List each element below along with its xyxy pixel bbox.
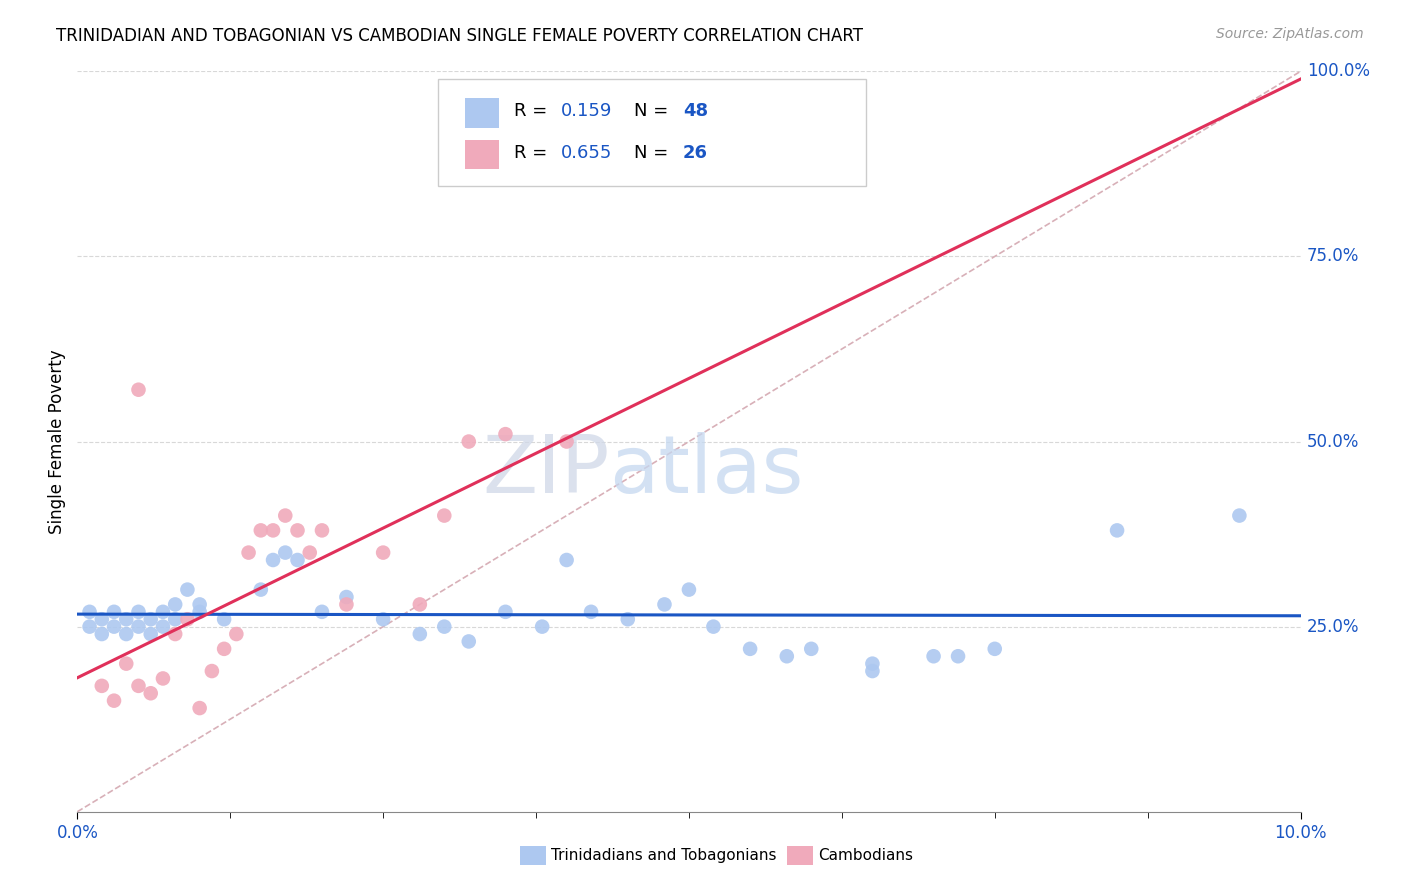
- Point: [250, 524, 273, 538]
- Text: 25.0%: 25.0%: [1306, 617, 1360, 636]
- Point: [495, 605, 517, 619]
- Text: Trinidadians and Tobagonians: Trinidadians and Tobagonians: [551, 848, 776, 863]
- Point: [862, 664, 884, 678]
- Point: [800, 641, 823, 656]
- Point: [139, 627, 162, 641]
- Point: [702, 619, 724, 633]
- Point: [433, 508, 456, 523]
- Point: [457, 434, 479, 449]
- Point: [188, 701, 211, 715]
- Point: [274, 508, 297, 523]
- Text: 75.0%: 75.0%: [1306, 247, 1360, 266]
- Point: [555, 553, 578, 567]
- Point: [127, 619, 149, 633]
- Point: [212, 612, 235, 626]
- Point: [371, 612, 394, 626]
- Point: [287, 553, 309, 567]
- Point: [274, 546, 297, 560]
- Point: [165, 612, 187, 626]
- Point: [212, 641, 235, 656]
- Point: [79, 619, 101, 633]
- Text: N =: N =: [634, 103, 673, 120]
- Point: [1229, 508, 1251, 523]
- FancyBboxPatch shape: [439, 78, 866, 186]
- Point: [531, 619, 554, 633]
- Point: [678, 582, 700, 597]
- Point: [103, 619, 125, 633]
- Point: [1107, 524, 1129, 538]
- Point: [335, 598, 357, 612]
- Point: [188, 605, 211, 619]
- Point: [654, 598, 676, 612]
- Point: [152, 619, 174, 633]
- Point: [298, 546, 321, 560]
- Point: [922, 649, 945, 664]
- Point: [495, 427, 517, 442]
- Point: [127, 605, 149, 619]
- Point: [250, 582, 273, 597]
- Point: [115, 612, 138, 626]
- Text: R =: R =: [515, 144, 553, 161]
- Point: [335, 590, 357, 604]
- Point: [176, 582, 198, 597]
- Text: atlas: atlas: [609, 432, 804, 510]
- Point: [617, 612, 640, 626]
- Point: [238, 546, 260, 560]
- Text: 50.0%: 50.0%: [1306, 433, 1360, 450]
- FancyBboxPatch shape: [465, 140, 499, 169]
- Point: [555, 434, 578, 449]
- Text: ZIP: ZIP: [482, 432, 609, 510]
- Point: [740, 641, 762, 656]
- Text: R =: R =: [515, 103, 553, 120]
- Text: Cambodians: Cambodians: [818, 848, 914, 863]
- Text: N =: N =: [634, 144, 673, 161]
- Point: [139, 612, 162, 626]
- Point: [152, 672, 174, 686]
- Text: 0.159: 0.159: [561, 103, 612, 120]
- Point: [165, 598, 187, 612]
- Point: [127, 679, 149, 693]
- Text: 26: 26: [683, 144, 707, 161]
- Point: [103, 694, 125, 708]
- Point: [188, 598, 211, 612]
- Point: [139, 686, 162, 700]
- Point: [409, 627, 432, 641]
- Point: [311, 524, 333, 538]
- Point: [79, 605, 101, 619]
- Text: Source: ZipAtlas.com: Source: ZipAtlas.com: [1216, 27, 1364, 41]
- Point: [433, 619, 456, 633]
- Point: [152, 605, 174, 619]
- Point: [176, 612, 198, 626]
- Point: [409, 598, 432, 612]
- Point: [579, 605, 602, 619]
- Point: [287, 524, 309, 538]
- Point: [165, 627, 187, 641]
- Point: [90, 679, 112, 693]
- Point: [225, 627, 247, 641]
- Point: [371, 546, 394, 560]
- Point: [90, 627, 112, 641]
- Point: [311, 605, 333, 619]
- Point: [776, 649, 799, 664]
- Y-axis label: Single Female Poverty: Single Female Poverty: [48, 350, 66, 533]
- Point: [862, 657, 884, 671]
- Point: [127, 383, 149, 397]
- Text: TRINIDADIAN AND TOBAGONIAN VS CAMBODIAN SINGLE FEMALE POVERTY CORRELATION CHART: TRINIDADIAN AND TOBAGONIAN VS CAMBODIAN …: [56, 27, 863, 45]
- Text: 48: 48: [683, 103, 709, 120]
- Point: [262, 524, 284, 538]
- Text: 100.0%: 100.0%: [1306, 62, 1369, 80]
- Point: [984, 641, 1007, 656]
- Point: [90, 612, 112, 626]
- Point: [457, 634, 479, 648]
- Point: [262, 553, 284, 567]
- FancyBboxPatch shape: [465, 98, 499, 128]
- Point: [103, 605, 125, 619]
- Point: [201, 664, 224, 678]
- Point: [115, 657, 138, 671]
- Text: 0.655: 0.655: [561, 144, 612, 161]
- Point: [946, 649, 969, 664]
- Point: [115, 627, 138, 641]
